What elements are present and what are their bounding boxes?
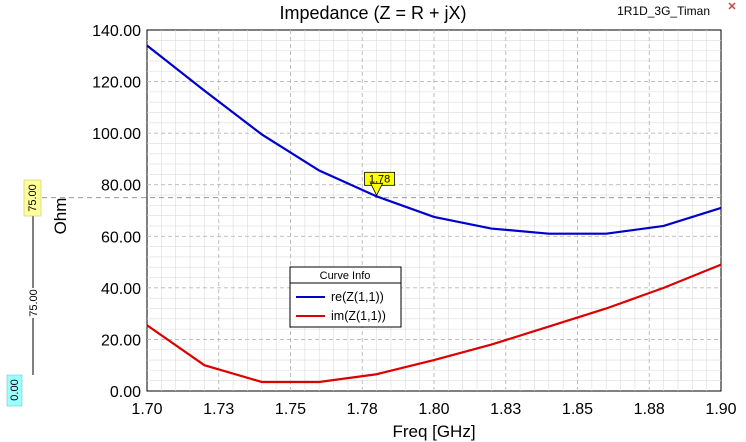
y-tick-label: 140.00 (92, 23, 141, 40)
y-tick-label: 120.00 (92, 75, 141, 92)
side-top-value: 75.00 (27, 184, 39, 212)
y-tick-label: 0.00 (110, 384, 141, 401)
close-icon[interactable] (728, 2, 736, 10)
y-tick-label: 100.00 (92, 126, 141, 143)
data-marker[interactable]: 1.78 (364, 171, 396, 197)
x-tick-label: 1.88 (634, 401, 665, 418)
y-tick-label: 20.00 (101, 332, 141, 349)
x-tick-label: 1.70 (131, 401, 162, 418)
series-line-im-z11 (146, 263, 722, 384)
side-top-badge (23, 179, 42, 217)
side-bottom-badge (6, 374, 23, 407)
project-name: 1R1D_3G_Timan (617, 4, 710, 18)
x-tick-label: 1.80 (418, 401, 449, 418)
legend-label-re: re(Z(1,1)) (331, 290, 384, 304)
side-annotation: 75.00 75.00 0.00 (6, 179, 42, 407)
grid-major (147, 30, 721, 391)
x-tick-labels: 1.70 1.73 1.75 1.78 1.80 1.83 1.85 1.88 1.90 (131, 401, 736, 418)
x-tick-label: 1.75 (275, 401, 306, 418)
x-tick-label: 1.83 (490, 401, 521, 418)
marker-label: 1.78 (369, 173, 390, 185)
y-tick-label: 40.00 (101, 281, 141, 298)
x-tick-label: 1.90 (705, 401, 736, 418)
side-middle-value: 75.00 (28, 289, 40, 317)
x-tick-label: 1.73 (203, 401, 234, 418)
x-axis-label: Freq [GHz] (392, 422, 475, 441)
y-tick-label: 80.00 (101, 178, 141, 195)
series-line-re-z11 (146, 44, 722, 235)
legend-title: Curve Info (320, 270, 371, 282)
plot-area (146, 29, 722, 392)
marker-pointer (369, 182, 384, 197)
x-tick-label: 1.78 (347, 401, 378, 418)
y-tick-label: 60.00 (101, 229, 141, 246)
y-tick-labels: 0.00 20.00 40.00 60.00 80.00 100.00 120.00 140.… (92, 23, 141, 401)
chart-title: Impedance (Z = R + jX) (279, 3, 466, 23)
x-tick-label: 1.85 (562, 401, 593, 418)
legend[interactable]: Curve Info re(Z(1,1)) im(Z(1,1)) (289, 266, 402, 328)
legend-label-im: im(Z(1,1)) (331, 309, 386, 323)
side-bottom-value: 0.00 (9, 379, 21, 400)
y-axis-label: Ohm (51, 198, 70, 235)
